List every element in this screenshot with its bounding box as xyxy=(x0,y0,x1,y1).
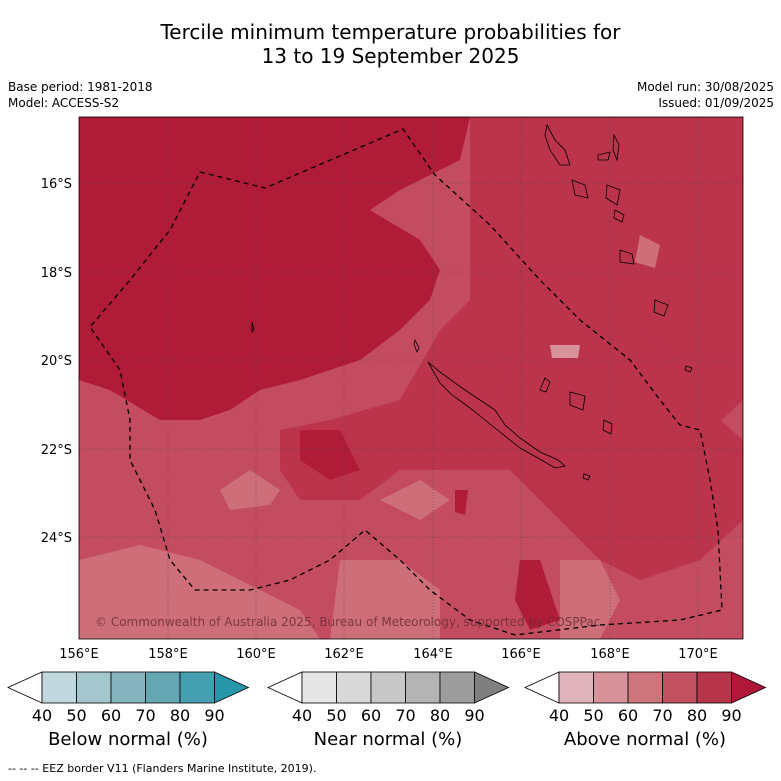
colorbar-near-tick: 90 xyxy=(464,706,484,725)
colorbar-below-segment-4 xyxy=(179,671,215,704)
colorbars: 40 50 60 70 80 90 40 50 60 70 80 90 40 50 60 70 80 90 xyxy=(7,671,767,725)
eez-footnote: -- -- -- EEZ border V11 (Flanders Marine… xyxy=(8,762,317,775)
colorbar-below-tick: 40 xyxy=(32,706,52,725)
lon-label-160e: 160°E xyxy=(236,647,276,662)
lon-label-168e: 168°E xyxy=(590,647,630,662)
colorbar-label-above: Above normal (%) xyxy=(563,729,727,750)
probability-field xyxy=(79,117,743,639)
lat-label-22s: 22°S xyxy=(41,443,72,458)
copyright-notice: © Commonwealth of Australia 2025, Bureau… xyxy=(95,615,600,629)
colorbar-below-segment-3 xyxy=(145,671,181,704)
map-title-line1: Tercile minimum temperature probabilitie… xyxy=(160,20,621,44)
colorbar-above-upper-extend xyxy=(731,671,767,704)
colorbar-below-tick: 70 xyxy=(135,706,155,725)
colorbar-below-tick: 90 xyxy=(204,706,224,725)
colorbar-near-segment-2 xyxy=(370,671,406,704)
colorbar-below-upper-extend xyxy=(214,671,250,704)
colorbar-above-segment-1 xyxy=(593,671,629,704)
colorbar-above-segment-3 xyxy=(662,671,698,704)
colorbar-below-tick: 60 xyxy=(101,706,121,725)
model-name: Model: ACCESS-S2 xyxy=(8,96,120,110)
lon-label-166e: 166°E xyxy=(501,647,541,662)
lat-label-20s: 20°S xyxy=(41,354,72,369)
colorbar-near-tick: 40 xyxy=(292,706,312,725)
vanuatu-coast xyxy=(544,123,571,166)
colorbar-below-segment-1 xyxy=(76,671,112,704)
colorbar-above-tick: 70 xyxy=(652,706,672,725)
colorbar-near-tick: 80 xyxy=(430,706,450,725)
lat-label-24s: 24°S xyxy=(41,531,72,546)
lon-label-162e: 162°E xyxy=(324,647,364,662)
colorbar-above-lower-extend xyxy=(524,671,560,704)
colorbar-near-tick: 60 xyxy=(361,706,381,725)
eez-border xyxy=(89,128,723,636)
colorbar-label-below: Below normal (%) xyxy=(48,729,208,750)
new-caledonia-coast xyxy=(427,361,566,469)
colorbar-near-segment-1 xyxy=(336,671,372,704)
colorbar-above-tick: 90 xyxy=(721,706,741,725)
colorbar-near-lower-extend xyxy=(267,671,303,704)
colorbar-above-segment-2 xyxy=(627,671,663,704)
lon-label-156e: 156°E xyxy=(59,647,99,662)
colorbar-near-segment-4 xyxy=(439,671,475,704)
lat-label-18s: 18°S xyxy=(41,266,72,281)
lon-label-170e: 170°E xyxy=(678,647,718,662)
colorbar-below-segment-0 xyxy=(41,671,77,704)
colorbar-near-tick: 50 xyxy=(326,706,346,725)
colorbar-near-segment-3 xyxy=(405,671,441,704)
colorbar-above-segment-4 xyxy=(696,671,732,704)
colorbar-below-segment-2 xyxy=(110,671,146,704)
colorbar-above-segment-0 xyxy=(558,671,594,704)
colorbar-below-tick: 50 xyxy=(66,706,86,725)
lat-label-16s: 16°S xyxy=(41,177,72,192)
map-title-line2: 13 to 19 September 2025 xyxy=(261,44,520,68)
colorbar-above-tick: 80 xyxy=(687,706,707,725)
colorbar-below-tick: 80 xyxy=(170,706,190,725)
colorbar-below-lower-extend xyxy=(7,671,43,704)
colorbar-near-upper-extend xyxy=(474,671,510,704)
model-run: Model run: 30/08/2025 xyxy=(636,80,774,94)
colorbar-near-segment-0 xyxy=(301,671,337,704)
colorbar-above-tick: 50 xyxy=(583,706,603,725)
colorbar-label-near: Near normal (%) xyxy=(313,729,463,750)
colorbar-above-tick: 60 xyxy=(618,706,638,725)
issued-date: Issued: 01/09/2025 xyxy=(658,96,774,110)
base-period: Base period: 1981-2018 xyxy=(8,80,153,94)
colorbar-above-tick: 40 xyxy=(549,706,569,725)
lon-label-158e: 158°E xyxy=(148,647,188,662)
lon-label-164e: 164°E xyxy=(413,647,453,662)
colorbar-near-tick: 70 xyxy=(395,706,415,725)
